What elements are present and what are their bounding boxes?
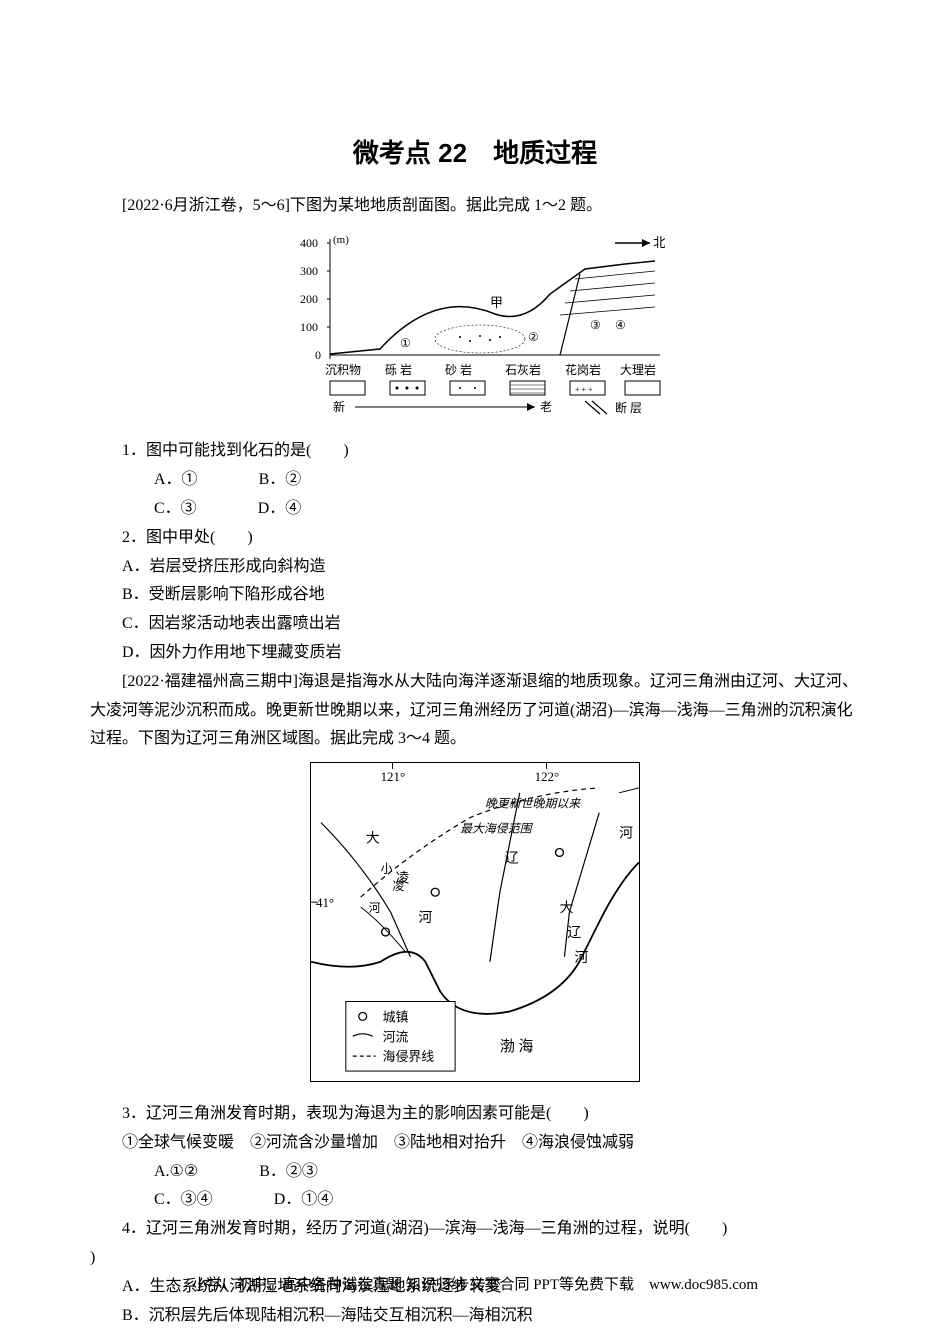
q2-opt-c: C．因岩浆活动地表出露喷出岩	[90, 610, 860, 639]
leg-1: 沉积物	[325, 363, 361, 377]
q3-opt-a: A.①②	[122, 1158, 198, 1187]
y-100: 100	[300, 320, 318, 334]
page-footer: 小学、初中、高中各种试卷真题 知识归纳 文案合同 PPT等免费下载 www.do…	[0, 1272, 950, 1299]
jia-label: 甲	[490, 295, 503, 310]
q3-items: ①全球气候变暖 ②河流含沙量增加 ③陆地相对抬升 ④海浪侵蚀减弱	[90, 1129, 860, 1158]
q4-stem: 4．辽河三角洲发育时期，经历了河道(湖沼)—滨海—浅海—三角洲的过程，说明( )	[90, 1215, 860, 1244]
y-unit: (m)	[333, 234, 349, 246]
r-da1: 大	[366, 831, 380, 847]
leg-5: 花岗岩	[565, 362, 601, 377]
context-2: [2022·福建福州高三期中]海退是指海水从大陆向海洋逐渐退缩的地质现象。辽河三…	[90, 668, 860, 754]
q1-opts-ab: A．① B．②	[90, 466, 860, 495]
r-he2: 河	[619, 826, 633, 842]
leg-trans: 海侵界线	[383, 1049, 435, 1064]
svg-text:小: 小	[381, 861, 393, 875]
q3-stem: 3．辽河三角洲发育时期，表现为海退为主的影响因素可能是( )	[90, 1100, 860, 1129]
lat-41: 41°	[316, 895, 334, 910]
q1-opt-a: A．①	[122, 466, 198, 495]
context-1: [2022·6月浙江卷，5～6]下图为某地地质剖面图。据此完成 1～2 题。	[90, 192, 860, 221]
page-title: 微考点 22 地质过程	[90, 130, 860, 177]
marker-2: ②	[528, 330, 539, 344]
marker-4: ④	[615, 318, 626, 332]
leg-6: 大理岩	[620, 362, 656, 377]
old-label: 老	[540, 400, 552, 414]
q2-opt-b: B．受断层影响下陷形成谷地	[90, 581, 860, 610]
leg-river: 河流	[383, 1029, 409, 1044]
q1-opts-cd: C．③ D．④	[90, 495, 860, 524]
q3-opts-ab: A.①② B．②③	[90, 1158, 860, 1187]
leg-2: 砾 岩	[385, 362, 412, 377]
leg-town: 城镇	[383, 1010, 409, 1025]
q2-stem: 2．图中甲处( )	[90, 524, 860, 553]
q1-opt-d: D．④	[226, 495, 302, 524]
feat-1: 晚更新世晚期以来	[485, 797, 581, 811]
q3-opt-c: C．③④	[122, 1186, 213, 1215]
new-label: 新	[333, 399, 345, 414]
leg-3: 砂 岩	[445, 362, 472, 377]
fault-label: 断 层	[615, 400, 642, 415]
marker-1: ①	[400, 336, 411, 350]
map-figure: 121° 122° 41° 晚更新世晚期以来 最大海侵范围	[310, 762, 640, 1082]
sea-label: 渤 海	[500, 1038, 534, 1055]
lon-121: 121°	[381, 769, 406, 784]
q3-opt-d: D．①④	[242, 1186, 334, 1215]
svg-text:+ + +: + + +	[575, 385, 593, 394]
north-label: 北	[653, 235, 665, 250]
y-300: 300	[300, 264, 318, 278]
q1-opt-b: B．②	[227, 466, 302, 495]
marker-3: ③	[590, 318, 601, 332]
svg-text:凌: 凌	[393, 879, 405, 893]
q1-opt-c: C．③	[122, 495, 197, 524]
figure-1-container: (m) 400 300 200 100 0 北 甲	[90, 229, 860, 430]
feat-2: 最大海侵范围	[460, 822, 534, 836]
q2-opt-a: A．岩层受挤压形成向斜构造	[90, 553, 860, 582]
svg-text:河: 河	[369, 901, 381, 915]
figure-2-container: 121° 122° 41° 晚更新世晚期以来 最大海侵范围	[90, 762, 860, 1092]
lon-122: 122°	[535, 769, 560, 784]
q4-opt-b: B．沉积层先后体现陆相沉积—海陆交互相沉积—海相沉积	[90, 1302, 860, 1331]
q3-opt-b: B．②③	[227, 1158, 318, 1187]
cross-section-svg: (m) 400 300 200 100 0 北 甲	[285, 229, 665, 419]
map-svg: 121° 122° 41° 晚更新世晚期以来 最大海侵范围	[311, 763, 639, 1081]
r-liao1: 辽	[505, 851, 519, 867]
q3-opts-cd: C．③④ D．①④	[90, 1186, 860, 1215]
y-200: 200	[300, 292, 318, 306]
y-0: 0	[315, 348, 321, 362]
r-liao2: 辽	[567, 925, 581, 941]
q2-opt-d: D．因外力作用地下埋藏变质岩	[90, 639, 860, 668]
r-da2: 大	[559, 900, 573, 916]
r-he3: 河	[574, 950, 588, 966]
q4-close-paren: )	[90, 1244, 860, 1273]
cross-section-figure: (m) 400 300 200 100 0 北 甲	[285, 229, 665, 419]
y-400: 400	[300, 236, 318, 250]
q1-stem: 1．图中可能找到化石的是( )	[90, 437, 860, 466]
leg-4: 石灰岩	[505, 362, 541, 377]
r-he1: 河	[418, 910, 432, 926]
